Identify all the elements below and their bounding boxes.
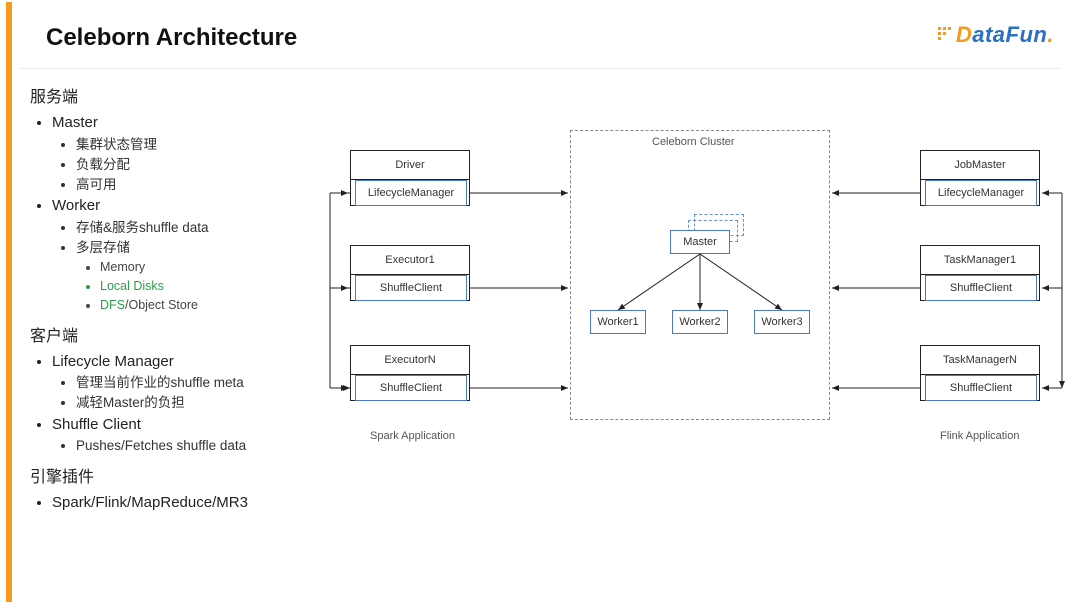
engine-item: Spark/Flink/MapReduce/MR3 — [52, 492, 320, 515]
cluster-label: Celeborn Cluster — [652, 136, 735, 148]
flink-caption: Flink Application — [940, 430, 1020, 442]
jobmaster-label: JobMaster — [920, 150, 1040, 180]
worker-item: 多层存储 — [76, 238, 320, 258]
master-item: 高可用 — [76, 175, 320, 195]
storage-item: Local Disks — [100, 277, 320, 296]
master-box: Master — [670, 230, 730, 254]
worker-box: Worker2 — [672, 310, 728, 334]
execN-label: ExecutorN — [350, 345, 470, 375]
logo-rest: ataFun — [972, 22, 1047, 47]
master-label: Master — [52, 112, 320, 135]
storage-item: DFS/Object Store — [100, 296, 320, 315]
engine-heading: 引擎插件 — [30, 466, 320, 490]
exec1-sub: ShuffleClient — [355, 275, 467, 301]
tmN-sub: ShuffleClient — [925, 375, 1037, 401]
server-heading: 服务端 — [30, 86, 320, 110]
shuffle-item: Pushes/Fetches shuffle data — [76, 436, 320, 456]
flink-tm1-box: TaskManager1 ShuffleClient — [920, 245, 1040, 301]
logo-dots-icon — [938, 23, 954, 49]
worker-item: 存储&服务shuffle data — [76, 218, 320, 238]
tm1-label: TaskManager1 — [920, 245, 1040, 275]
logo-letter-d: D — [956, 22, 972, 47]
spark-driver-box: Driver LifecycleManager — [350, 150, 470, 206]
driver-sub: LifecycleManager — [355, 180, 467, 206]
lifecycle-label: Lifecycle Manager — [52, 351, 320, 374]
master-item: 集群状态管理 — [76, 135, 320, 155]
storage-item: Memory — [100, 258, 320, 277]
master-item: 负载分配 — [76, 155, 320, 175]
worker-box: Worker1 — [590, 310, 646, 334]
worker-box: Worker3 — [754, 310, 810, 334]
tm1-sub: ShuffleClient — [925, 275, 1037, 301]
flink-tmN-box: TaskManagerN ShuffleClient — [920, 345, 1040, 401]
client-heading: 客户端 — [30, 325, 320, 349]
exec1-label: Executor1 — [350, 245, 470, 275]
driver-label: Driver — [350, 150, 470, 180]
cluster-box — [570, 130, 830, 420]
lifecycle-item: 减轻Master的负担 — [76, 393, 320, 413]
architecture-diagram: Driver LifecycleManager Executor1 Shuffl… — [300, 130, 1080, 490]
slide-accent-bar — [6, 2, 12, 602]
logo-dot: . — [1047, 22, 1054, 47]
spark-caption: Spark Application — [370, 430, 455, 442]
lifecycle-item: 管理当前作业的shuffle meta — [76, 373, 320, 393]
shuffle-label: Shuffle Client — [52, 414, 320, 437]
brand-logo: DataFun. — [938, 22, 1054, 49]
tmN-label: TaskManagerN — [920, 345, 1040, 375]
bullet-content: 服务端 Master 集群状态管理 负载分配 高可用 Worker 存储&服务s… — [30, 82, 320, 519]
jobmaster-sub: LifecycleManager — [925, 180, 1037, 206]
page-title: Celeborn Architecture — [46, 24, 297, 52]
divider — [20, 68, 1060, 69]
execN-sub: ShuffleClient — [355, 375, 467, 401]
worker-label: Worker — [52, 195, 320, 218]
spark-execN-box: ExecutorN ShuffleClient — [350, 345, 470, 401]
spark-exec1-box: Executor1 ShuffleClient — [350, 245, 470, 301]
flink-jobmaster-box: JobMaster LifecycleManager — [920, 150, 1040, 206]
